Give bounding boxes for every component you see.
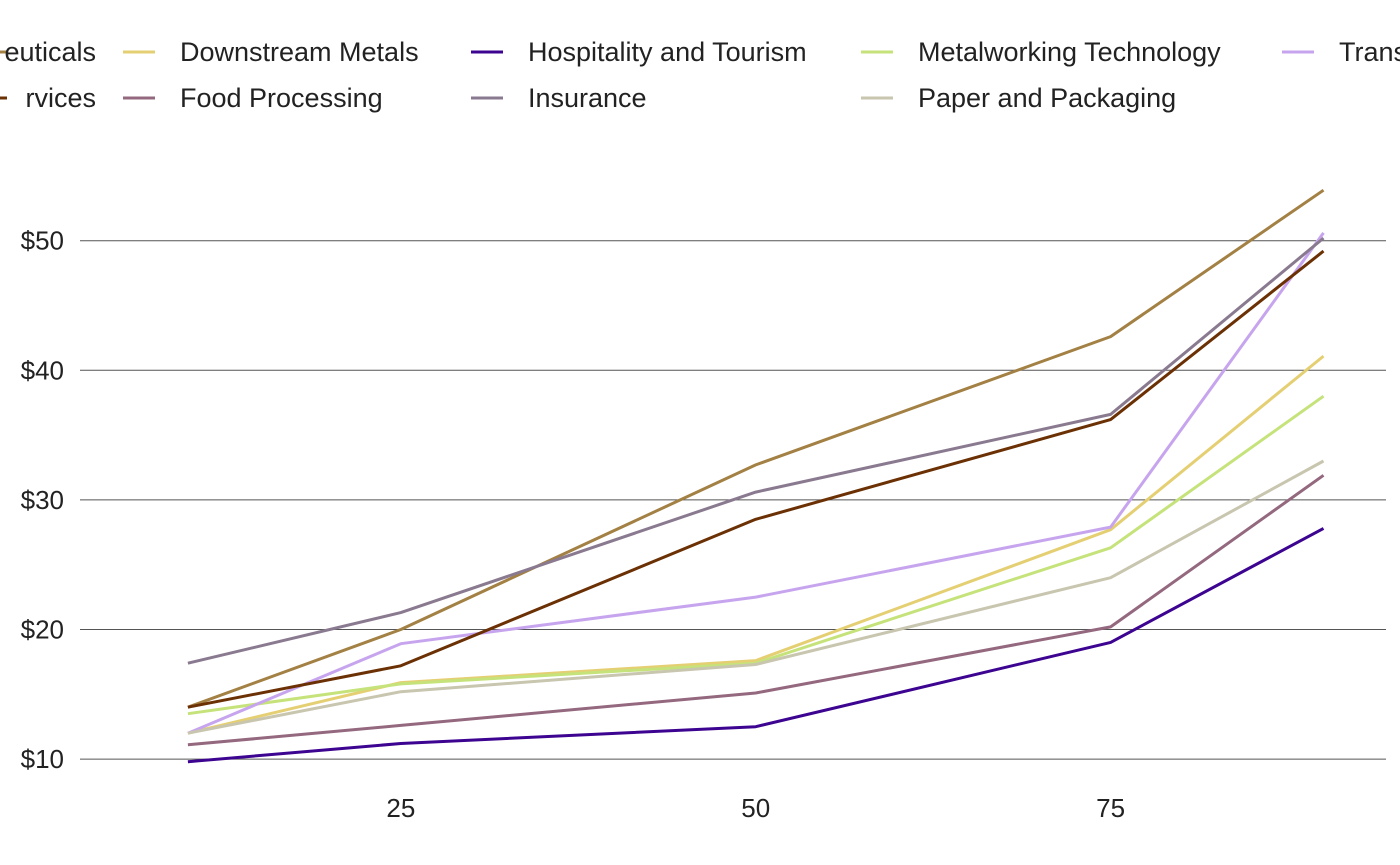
y-tick-label-10: $10 — [21, 744, 64, 774]
series-line-5 — [187, 249, 1325, 709]
x-axis-ticks: 25 50 75 — [386, 793, 1125, 823]
legend-label-7: Insurance — [528, 83, 647, 113]
y-tick-label-20: $20 — [21, 614, 64, 644]
y-tick-label-50: $50 — [21, 226, 64, 256]
series-line-4 — [187, 232, 1325, 735]
legend-label-4: Trans — [1339, 37, 1400, 67]
series-line-0 — [187, 188, 1325, 709]
legend-label-6: Food Processing — [180, 83, 383, 113]
legend-label-3: Metalworking Technology — [918, 37, 1221, 67]
chart-legend: euticals Downstream Metals Hospitality and… — [0, 37, 1400, 113]
y-tick-label-40: $40 — [21, 355, 64, 385]
series-line-2 — [187, 527, 1325, 764]
y-tick-label-30: $30 — [21, 485, 64, 515]
series-line-7 — [187, 236, 1325, 665]
x-tick-label-50: 50 — [741, 793, 770, 823]
legend-label-2: Hospitality and Tourism — [528, 37, 807, 67]
series-line-6 — [187, 474, 1325, 747]
legend-label-0: euticals — [4, 37, 96, 67]
legend-label-8: Paper and Packaging — [918, 83, 1176, 113]
y-axis-ticks: $10 $20 $30 $40 $50 — [21, 226, 64, 774]
series-line-8 — [187, 459, 1325, 735]
legend-label-5: rvices — [25, 83, 96, 113]
legend-label-1: Downstream Metals — [180, 37, 419, 67]
series-line-1 — [187, 354, 1325, 735]
x-tick-label-75: 75 — [1096, 793, 1125, 823]
chart-series — [187, 188, 1325, 764]
x-tick-label-25: 25 — [386, 793, 415, 823]
